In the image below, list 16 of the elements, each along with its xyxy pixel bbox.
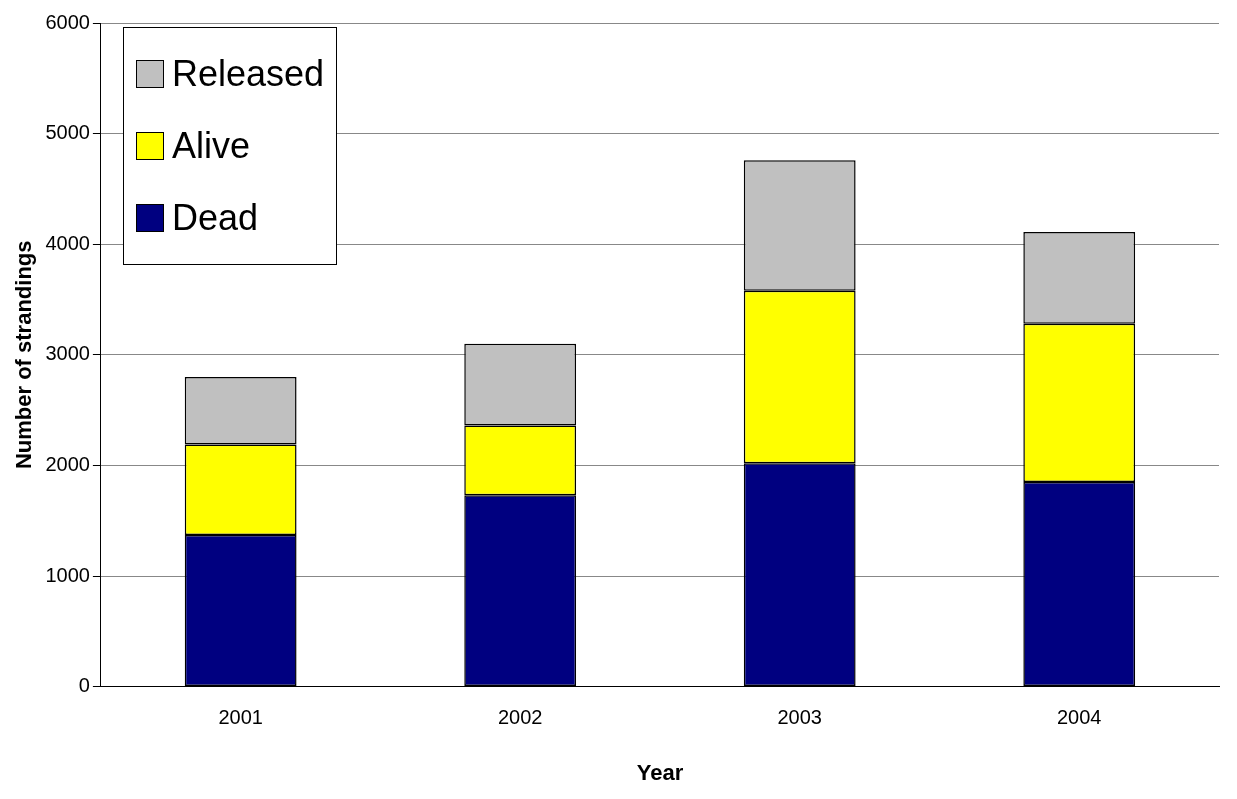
y-tick-label: 5000	[45, 121, 90, 144]
x-axis-title: Year	[636, 759, 684, 785]
y-tick-label: 2000	[45, 452, 90, 475]
x-tick-label: 2004	[1056, 706, 1102, 729]
y-tick-label: 3000	[45, 342, 90, 365]
x-tick-label: 2003	[777, 706, 822, 729]
y-axis-title: Number of strandings	[11, 240, 37, 470]
y-tick-label: 0	[78, 674, 90, 697]
x-tick-label: 2002	[497, 706, 543, 729]
y-tick-label: 4000	[45, 231, 90, 254]
legend-label: Dead	[171, 197, 258, 239]
legend-label: Alive	[171, 125, 250, 167]
y-tick-label: 6000	[45, 10, 90, 33]
x-tick-label: 2001	[218, 706, 263, 729]
legend-label: Released	[171, 53, 324, 95]
y-tick-label: 1000	[45, 563, 90, 586]
